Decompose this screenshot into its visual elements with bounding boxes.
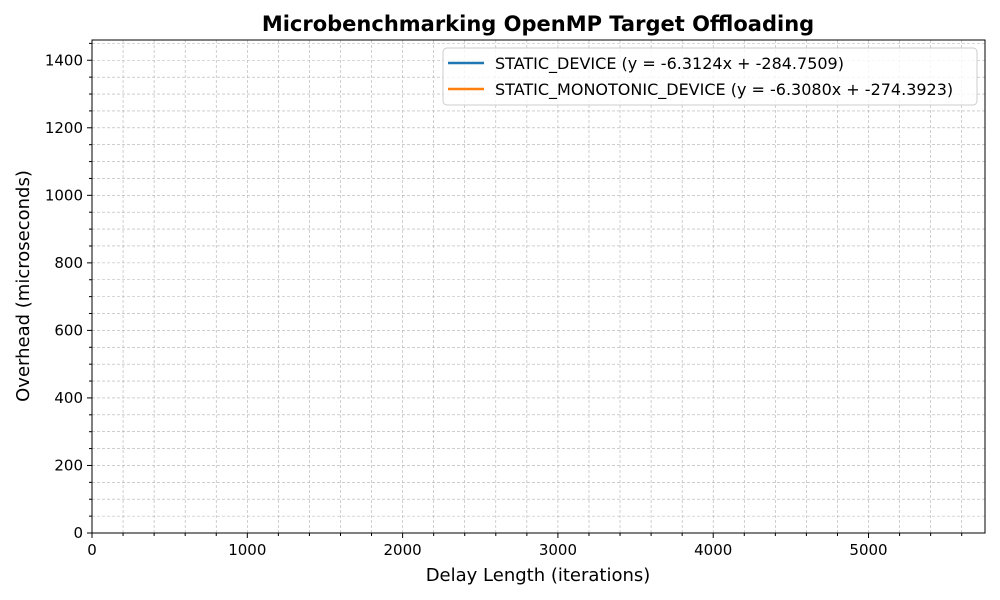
x-tick-label: 0 (87, 541, 97, 559)
y-tick-label: 800 (54, 254, 83, 272)
legend-label-static-device: STATIC_DEVICE (y = -6.3124x + -284.7509) (495, 54, 844, 74)
x-tick-label: 3000 (539, 541, 577, 559)
y-axis-label: Overhead (microseconds) (13, 170, 34, 402)
y-tick-label: 0 (73, 524, 83, 542)
legend-box (442, 47, 978, 106)
plot-frame (91, 39, 986, 534)
x-tick-label: 5000 (849, 541, 887, 559)
axis-ticks: 0 1000 2000 3000 4000 5000 0 200 400 600 800 1000 12… (45, 42, 963, 559)
grid (91, 40, 985, 534)
x-tick-label: 4000 (694, 541, 732, 559)
legend: STATIC_DEVICE (y = -6.3124x + -284.7509)… (442, 47, 978, 106)
y-tick-label: 200 (54, 456, 83, 474)
chart-title: Microbenchmarking OpenMP Target Offloadi… (262, 12, 814, 36)
y-tick-label: 400 (54, 389, 83, 407)
y-tick-label: 1000 (45, 186, 83, 204)
legend-label-static-monotonic-device: STATIC_MONOTONIC_DEVICE (y = -6.3080x + … (495, 80, 953, 100)
x-axis-label: Delay Length (iterations) (426, 565, 651, 586)
x-tick-label: 2000 (384, 541, 422, 559)
y-tick-label: 1200 (45, 119, 83, 137)
y-tick-label: 1400 (45, 51, 83, 69)
x-tick-label: 1000 (228, 541, 266, 559)
y-tick-label: 600 (54, 321, 83, 339)
